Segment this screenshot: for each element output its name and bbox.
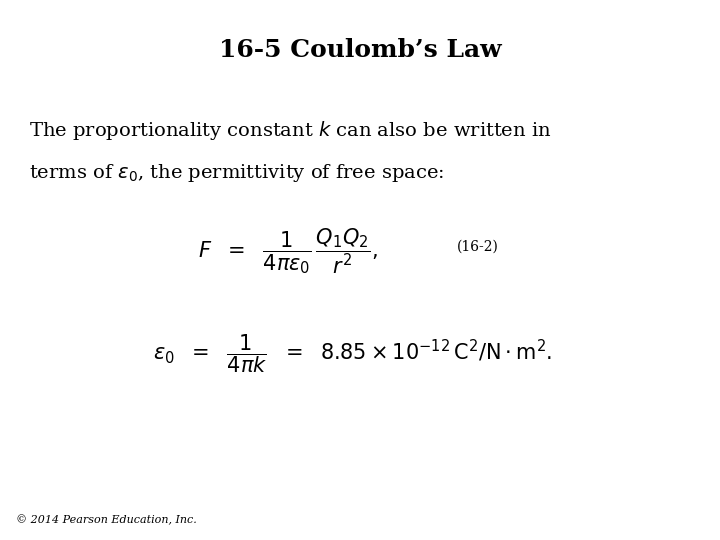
Text: © 2014 Pearson Education, Inc.: © 2014 Pearson Education, Inc.	[16, 514, 197, 525]
Text: The proportionality constant $k$ can also be written in: The proportionality constant $k$ can als…	[29, 119, 552, 142]
Text: $\epsilon_0 \ \ = \ \ \dfrac{1}{4\pi k} \ \ = \ \ 8.85 \times 10^{-12} \, \mathr: $\epsilon_0 \ \ = \ \ \dfrac{1}{4\pi k} …	[153, 333, 552, 375]
Text: $F \ \ = \ \ \dfrac{1}{4\pi\epsilon_0} \, \dfrac{Q_1 Q_2}{r^2},$: $F \ \ = \ \ \dfrac{1}{4\pi\epsilon_0} \…	[198, 226, 378, 276]
Text: terms of $\varepsilon_0$, the permittivity of free space:: terms of $\varepsilon_0$, the permittivi…	[29, 162, 444, 184]
Text: 16-5 Coulomb’s Law: 16-5 Coulomb’s Law	[219, 38, 501, 62]
Text: (16-2): (16-2)	[457, 240, 499, 254]
